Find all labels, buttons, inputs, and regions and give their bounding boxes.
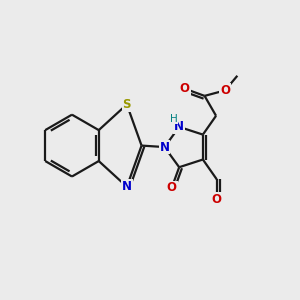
Text: O: O bbox=[220, 84, 230, 97]
Text: O: O bbox=[212, 194, 222, 206]
Text: O: O bbox=[180, 82, 190, 95]
Text: O: O bbox=[167, 182, 177, 194]
Text: H: H bbox=[170, 114, 178, 124]
Text: N: N bbox=[122, 180, 132, 193]
Text: N: N bbox=[174, 120, 184, 134]
Text: S: S bbox=[123, 98, 131, 111]
Text: N: N bbox=[160, 141, 170, 154]
